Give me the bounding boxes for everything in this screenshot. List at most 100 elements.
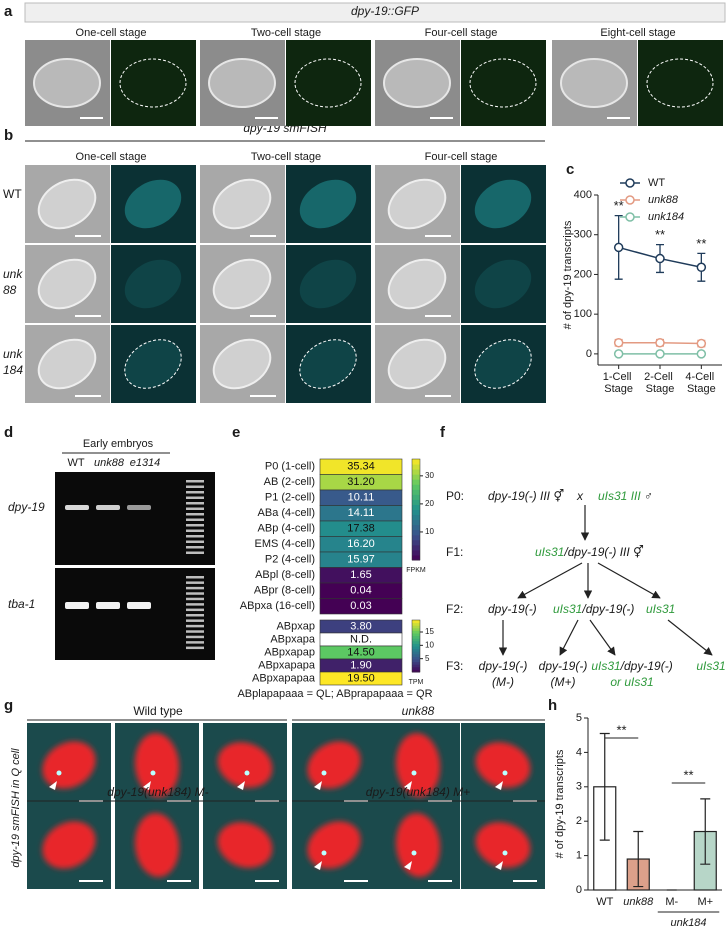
ladder-band [186, 608, 204, 612]
heat-cell [319, 598, 403, 615]
arrowhead [314, 781, 322, 790]
row-label: P1 (2-cell) [265, 492, 315, 504]
generation-label: F3: [446, 659, 463, 673]
embryo-outline [646, 58, 714, 108]
group-label: dpy-19(unk184) M- [107, 785, 208, 799]
cell-value: 15.97 [347, 554, 375, 566]
arrow [597, 562, 661, 599]
genotype-part: /dpy-19(-) III ⚥ [563, 545, 644, 559]
generation-label: F2: [446, 602, 463, 616]
text-line: 4-Cell [685, 371, 717, 383]
genotype-part: /dpy-19(-) [581, 602, 634, 616]
ladder-band [186, 641, 204, 644]
panel-label: c [566, 161, 574, 178]
genotype: uIs31 [646, 602, 675, 616]
colorbar-step [412, 534, 420, 541]
row-label: ABpxapap [264, 646, 315, 658]
fish-spot [411, 850, 417, 856]
generation-label: F1: [446, 545, 463, 559]
colorbar-step [412, 643, 420, 647]
ladder-band [186, 491, 204, 494]
colorbar-step [412, 554, 420, 561]
ladder-band [186, 630, 204, 633]
group-label: dpy-19(unk184) M+ [366, 785, 470, 799]
colorbar-frame [411, 458, 421, 561]
colorbar-label: TPM [409, 679, 424, 686]
colorbar-step [412, 489, 420, 495]
embryo [37, 338, 97, 390]
gel-header: Early embryos [83, 438, 154, 450]
ladder-band [186, 603, 204, 606]
arrow [589, 619, 616, 656]
colorbar-tick-label: 10 [425, 640, 434, 649]
text-line: WT [3, 187, 22, 201]
lane-label: e1314 [130, 457, 161, 469]
embryo-signal [299, 179, 357, 229]
colorbar-tick-label: 15 [425, 627, 434, 636]
gfp-image [461, 40, 546, 126]
fish-spot [244, 770, 250, 776]
embryo-outline [294, 58, 362, 108]
axis-label: dpy-19 smFISH in Q cell [10, 748, 22, 868]
q-cell [475, 742, 531, 788]
embryo-outline [469, 58, 537, 108]
arrowhead [49, 781, 57, 790]
colorbar-step [412, 664, 420, 668]
point [613, 338, 624, 348]
cell-value: 16.20 [347, 538, 375, 550]
cell-value: 10.11 [348, 492, 375, 504]
genotype-part: (M+) [551, 675, 576, 689]
x-tick-label: 1-Cell Stage [603, 371, 635, 395]
genotype: or uIs31 [610, 675, 653, 689]
gene-label: dpy-19 [8, 500, 45, 514]
legend-label: WT [648, 177, 665, 189]
band [65, 505, 89, 510]
ladder-band [186, 624, 204, 628]
significance: ** [655, 227, 665, 242]
band [65, 602, 89, 609]
title-box [24, 2, 726, 23]
colorbar-step [412, 539, 420, 546]
y-tick-label: 400 [574, 189, 592, 201]
ladder-band [186, 540, 204, 543]
embryo [560, 58, 628, 108]
ladder-band [186, 529, 204, 532]
colorbar-tick-label: 5 [425, 654, 430, 663]
colorbar-step [412, 633, 420, 637]
text-line: Stage [687, 383, 716, 395]
embryo-signal [474, 259, 532, 309]
embryo-signal [124, 259, 182, 309]
cell-value: 1.65 [350, 569, 371, 581]
fish-spot [411, 770, 417, 776]
arrow [667, 619, 713, 656]
stage-label: Two-cell stage [251, 27, 321, 39]
row-label: ABpxapapa [258, 659, 316, 671]
ladder-band [186, 586, 204, 590]
row-label: WT [3, 187, 22, 201]
embryo [37, 178, 97, 230]
fish-spot [502, 770, 508, 776]
colorbar-step [412, 625, 420, 629]
cell-value: N.D. [350, 633, 372, 645]
row-label: ABpxa (16-cell) [240, 600, 315, 612]
y-tick-label: 200 [574, 268, 592, 280]
row-label: ABpxapapaa [252, 672, 316, 684]
genotype-part: uIs31 [591, 659, 620, 673]
q-cell [217, 822, 273, 868]
ladder-band [186, 502, 204, 505]
genotype: uIs31/dpy-19(-) [553, 602, 634, 616]
genotype: x [576, 489, 584, 503]
stage-label: Four-cell stage [425, 151, 498, 163]
genotype-part: /dpy-19(-) [620, 659, 673, 673]
gfp-image [638, 40, 723, 126]
ladder-band [186, 619, 204, 622]
colorbar-step [412, 638, 420, 642]
colorbar-step [412, 635, 420, 639]
x-tick-label: M+ [697, 896, 713, 908]
genotype: uIs31 [696, 659, 725, 673]
significance: ** [696, 236, 706, 251]
ladder-band [186, 507, 204, 510]
colorbar-frame [411, 619, 421, 673]
point [655, 338, 665, 348]
colorbar-step [412, 499, 420, 505]
